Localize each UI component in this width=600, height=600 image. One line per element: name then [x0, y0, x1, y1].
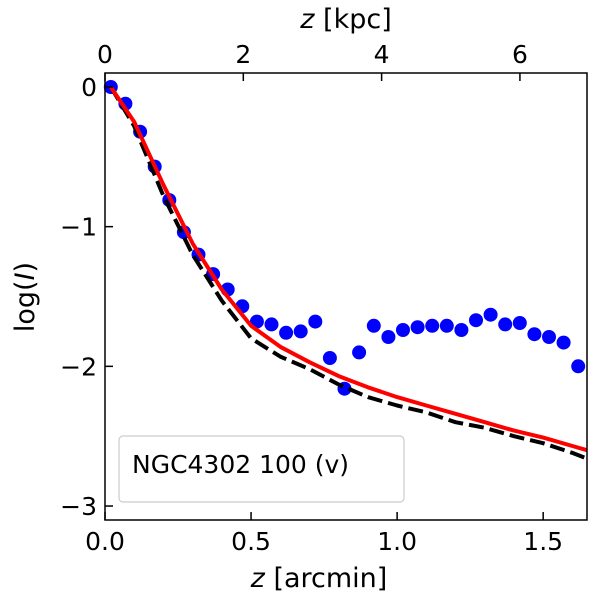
model-line [109, 85, 587, 453]
x2-tick-label: 6 [512, 40, 528, 69]
data-point [454, 323, 469, 337]
legend-label: NGC4302 100 (v) [132, 450, 349, 479]
x-tick-label: 0.5 [231, 527, 271, 556]
data-point [439, 318, 454, 333]
data-point [527, 327, 542, 342]
y-axis-title: log(I) [10, 262, 41, 332]
dashed-model-line [109, 85, 587, 461]
y-tick-label: −3 [60, 492, 97, 521]
data-point [410, 320, 425, 335]
axes-layer: 0.0 0.5 1.0 1.5 0 2 4 6 0 −1 −2 −3 [60, 40, 588, 556]
marks-layer [103, 80, 587, 461]
x-tick-label: 1.5 [523, 527, 563, 556]
data-point [264, 317, 279, 332]
x-axis-title: z [arcmin] [250, 563, 388, 594]
x2-tick-label: 0 [97, 40, 113, 69]
x-tick-label: 1.0 [377, 527, 417, 556]
plot-frame [104, 72, 588, 521]
data-point [571, 359, 586, 374]
series-markers [103, 80, 586, 396]
data-point [322, 351, 337, 365]
data-point [498, 317, 513, 332]
x2-axis-title: z [kpc] [299, 4, 391, 35]
data-point [396, 323, 410, 337]
data-point [542, 330, 556, 344]
data-point [381, 330, 396, 344]
data-point [425, 318, 440, 333]
data-point [512, 316, 527, 330]
legend-box [118, 435, 405, 503]
data-point [352, 345, 367, 360]
data-point [469, 313, 483, 328]
y-tick-label: −1 [60, 213, 97, 242]
x2-tick-label: 2 [235, 40, 251, 69]
legend: NGC4302 100 (v) [118, 435, 405, 503]
x2-tick-label: 4 [374, 40, 390, 69]
data-point [366, 318, 381, 333]
data-point [556, 335, 571, 350]
x-tick-label: 0.0 [85, 527, 125, 556]
data-point [483, 307, 498, 322]
data-point [308, 314, 323, 329]
y-tick-label: 0 [81, 73, 97, 102]
y-tick-label: −2 [60, 352, 97, 381]
data-point [293, 324, 308, 339]
data-point [279, 325, 294, 340]
